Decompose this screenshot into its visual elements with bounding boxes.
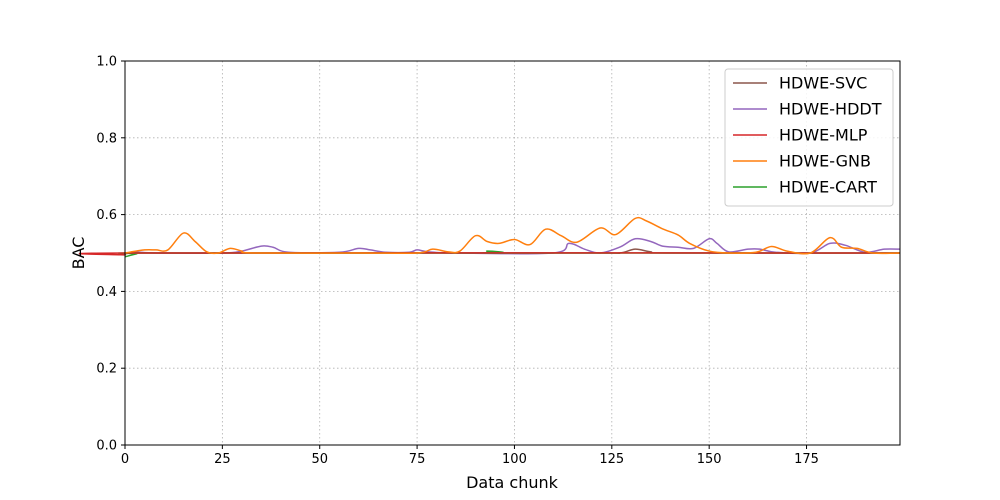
- x-tick-label: 25: [214, 452, 231, 467]
- legend-label-hdwe-mlp: HDWE-MLP: [779, 126, 868, 145]
- y-tick-label: 0.6: [96, 208, 117, 223]
- y-tick-label: 0.2: [96, 362, 117, 377]
- legend: HDWE-SVC HDWE-HDDT HDWE-MLP HDWE-GNB HDWE-CA…: [724, 68, 894, 207]
- axes: [124, 60, 901, 446]
- x-axis-ticks: 0 25 50 75 100 125 150 175: [121, 445, 819, 467]
- x-tick-label: 50: [311, 452, 328, 467]
- plot-frame: [124, 60, 901, 446]
- series-lines: [78, 216, 901, 258]
- legend-box: [724, 68, 894, 207]
- x-tick-label: 125: [599, 452, 624, 467]
- x-tick-label: 0: [121, 452, 129, 467]
- y-tick-label: 0.8: [96, 131, 117, 146]
- x-tick-label: 175: [794, 452, 819, 467]
- series-line-hdwe-gnb: [124, 216, 901, 255]
- x-tick-label: 75: [409, 452, 426, 467]
- y-tick-label: 0.0: [96, 439, 117, 454]
- y-axis-ticks: 0.0 0.2 0.4 0.6 0.8 1.0: [96, 55, 125, 454]
- legend-label-hdwe-gnb: HDWE-GNB: [779, 152, 871, 171]
- legend-label-hdwe-svc: HDWE-SVC: [779, 74, 867, 93]
- y-tick-label: 0.4: [96, 285, 117, 300]
- x-tick-label: 100: [502, 452, 527, 467]
- y-tick-label: 1.0: [96, 55, 117, 70]
- series-line-hdwe-hddt: [124, 237, 901, 255]
- y-axis-label: BAC: [69, 237, 88, 270]
- x-axis-label: Data chunk: [466, 473, 559, 492]
- x-tick-label: 150: [697, 452, 722, 467]
- legend-label-hdwe-cart: HDWE-CART: [779, 178, 877, 197]
- legend-label-hdwe-hddt: HDWE-HDDT: [779, 100, 882, 119]
